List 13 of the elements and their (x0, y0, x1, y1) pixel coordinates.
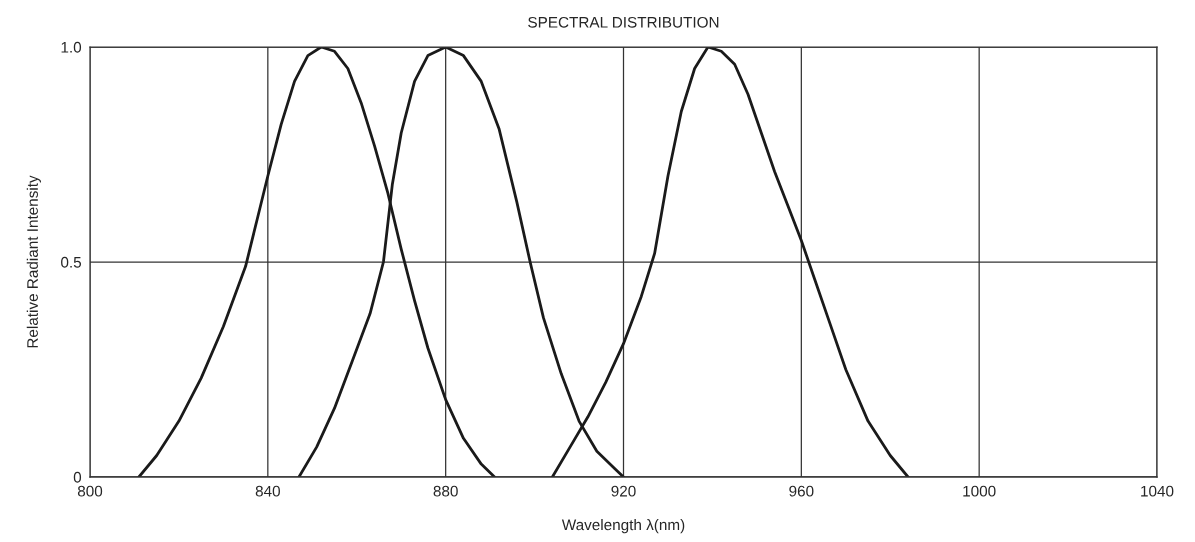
y-axis-title: Relative Radiant Intensity (26, 175, 41, 348)
x-tick-label: 1040 (1141, 485, 1174, 497)
x-tick-label: 960 (789, 485, 814, 497)
chart-title: SPECTRAL DISTRIBUTION (528, 16, 719, 28)
x-tick-label: 1000 (963, 485, 996, 497)
x-tick-label: 840 (255, 485, 280, 497)
y-tick-label: 0.5 (61, 256, 82, 268)
x-tick-label: 880 (433, 485, 458, 497)
y-tick-label: 0 (73, 471, 82, 483)
y-tick-label: 1.0 (61, 41, 82, 53)
x-tick-label: 920 (611, 485, 636, 497)
x-tick-label: 800 (77, 485, 103, 497)
x-axis-title: Wavelength λ(nm) (561, 519, 685, 534)
